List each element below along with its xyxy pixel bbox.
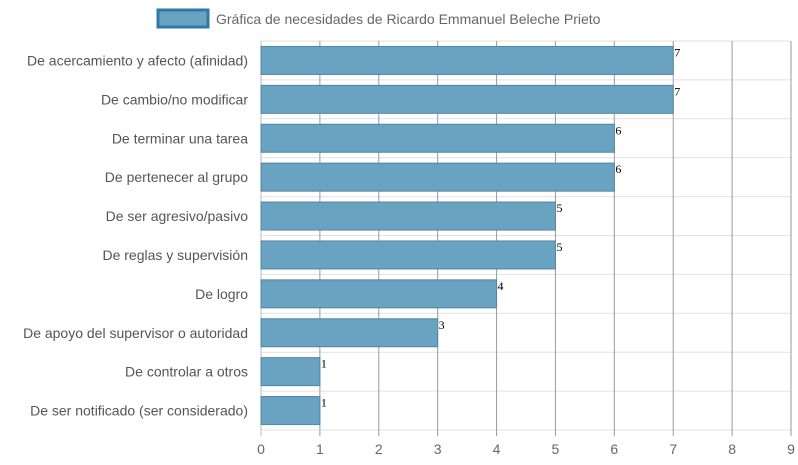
bar[interactable]	[260, 396, 321, 426]
x-tick-label: 4	[493, 441, 501, 457]
category-label: De ser agresivo/pasivo	[106, 208, 249, 224]
x-tick-label: 9	[787, 441, 795, 457]
category-label: De cambio/no modificar	[101, 91, 248, 107]
legend[interactable]: Gráfica de necesidades de Ricardo Emmanu…	[156, 8, 601, 29]
bar[interactable]	[260, 162, 615, 192]
category-label: De acercamiento y afecto (afinidad)	[27, 52, 248, 68]
category-label: De ser notificado (ser considerado)	[30, 403, 248, 419]
bar[interactable]	[260, 84, 674, 114]
data-label: 6	[615, 162, 621, 176]
x-tick-label: 5	[552, 441, 560, 457]
x-tick-label: 1	[316, 441, 324, 457]
category-label: De pertenecer al grupo	[105, 169, 248, 185]
data-labels: 7 7 6 6 5 5 4 3 1 1	[321, 45, 680, 409]
category-label: De apoyo del supervisor o autoridad	[23, 325, 248, 341]
legend-label: Gráfica de necesidades de Ricardo Emmanu…	[216, 11, 601, 27]
bar[interactable]	[260, 123, 615, 153]
bar[interactable]	[260, 240, 556, 270]
data-label: 5	[556, 240, 562, 254]
category-labels: De acercamiento y afecto (afinidad) De ca…	[23, 52, 248, 418]
bars	[260, 45, 674, 426]
data-label: 5	[556, 201, 562, 215]
data-label: 7	[674, 84, 680, 98]
category-label: De logro	[195, 286, 248, 302]
x-tick-label: 0	[257, 441, 265, 457]
data-label: 1	[321, 396, 327, 410]
data-label: 3	[439, 318, 445, 332]
legend-swatch	[156, 8, 210, 29]
data-label: 1	[321, 357, 327, 371]
category-label: De terminar una tarea	[112, 130, 248, 146]
x-tick-label: 8	[728, 441, 736, 457]
bar[interactable]	[260, 357, 321, 387]
category-label: De controlar a otros	[125, 364, 248, 380]
category-label: De reglas y supervisión	[102, 247, 248, 263]
data-label: 6	[615, 123, 621, 137]
x-tick-label: 3	[434, 441, 442, 457]
x-tick-label: 2	[375, 441, 383, 457]
data-label: 7	[674, 45, 680, 59]
bar[interactable]	[260, 318, 439, 348]
x-tick-label: 6	[610, 441, 618, 457]
bar[interactable]	[260, 279, 498, 309]
bar[interactable]	[260, 45, 674, 75]
data-label: 4	[498, 279, 504, 293]
x-tick-label: 7	[669, 441, 677, 457]
bar[interactable]	[260, 201, 556, 231]
x-axis-ticks: 0 1 2 3 4 5 6 7 8 9	[257, 441, 795, 457]
